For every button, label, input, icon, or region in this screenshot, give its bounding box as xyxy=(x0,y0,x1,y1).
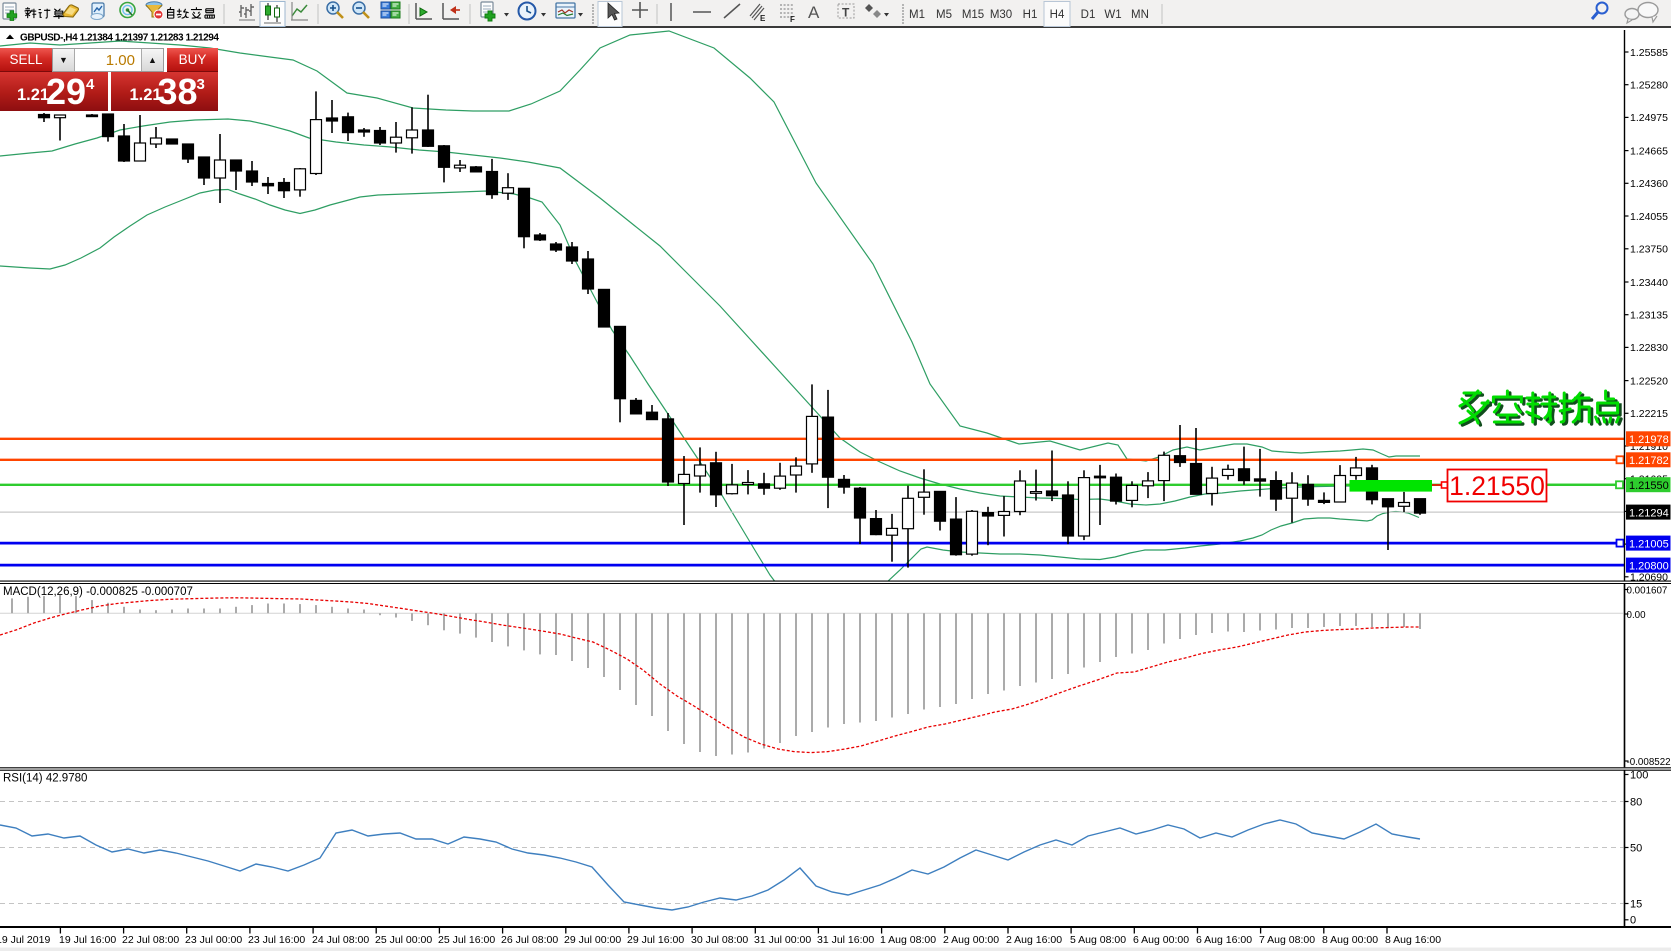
svg-text:M15: M15 xyxy=(962,9,984,21)
svg-text:W1: W1 xyxy=(1104,9,1121,21)
svg-text:E: E xyxy=(760,14,766,23)
svg-text:M30: M30 xyxy=(990,9,1012,21)
svg-text:0.00: 0.00 xyxy=(1627,610,1647,621)
svg-text:31 Jul 00:00: 31 Jul 00:00 xyxy=(754,934,811,946)
svg-text:24 Jul 08:00: 24 Jul 08:00 xyxy=(312,934,369,946)
svg-text:M5: M5 xyxy=(936,9,952,21)
svg-text:26 Jul 08:00: 26 Jul 08:00 xyxy=(501,934,558,946)
svg-text:A: A xyxy=(808,3,820,22)
svg-text:2 Aug 16:00: 2 Aug 16:00 xyxy=(1006,934,1062,946)
svg-text:19 Jul 16:00: 19 Jul 16:00 xyxy=(59,934,116,946)
svg-text:1.21005: 1.21005 xyxy=(1629,538,1669,550)
svg-text:29 Jul 00:00: 29 Jul 00:00 xyxy=(564,934,621,946)
svg-text:80: 80 xyxy=(1630,796,1642,808)
svg-text:1.24360: 1.24360 xyxy=(1630,178,1668,190)
svg-text:25 Jul 00:00: 25 Jul 00:00 xyxy=(375,934,432,946)
svg-text:H1: H1 xyxy=(1023,9,1038,21)
svg-text:31 Jul 16:00: 31 Jul 16:00 xyxy=(817,934,874,946)
svg-text:1.22520: 1.22520 xyxy=(1630,375,1668,387)
svg-text:8 Aug 00:00: 8 Aug 00:00 xyxy=(1322,934,1378,946)
svg-text:1.23440: 1.23440 xyxy=(1630,277,1668,289)
svg-text:D1: D1 xyxy=(1081,9,1096,21)
svg-text:MN: MN xyxy=(1131,9,1149,21)
svg-text:1.25280: 1.25280 xyxy=(1630,80,1668,92)
svg-text:19 Jul 2019: 19 Jul 2019 xyxy=(0,934,50,946)
svg-text:1.23135: 1.23135 xyxy=(1630,310,1668,322)
svg-text:1.24055: 1.24055 xyxy=(1630,211,1668,223)
svg-text:MACD(12,26,9) -0.000825 -0.000: MACD(12,26,9) -0.000825 -0.000707 xyxy=(3,586,193,598)
svg-text:1.21978: 1.21978 xyxy=(1629,434,1669,446)
svg-text:25 Jul 16:00: 25 Jul 16:00 xyxy=(438,934,495,946)
svg-text:50: 50 xyxy=(1630,842,1642,854)
svg-text:1.21550: 1.21550 xyxy=(1449,471,1545,501)
svg-text:6 Aug 00:00: 6 Aug 00:00 xyxy=(1133,934,1189,946)
svg-text:5 Aug 08:00: 5 Aug 08:00 xyxy=(1070,934,1126,946)
svg-text:6 Aug 16:00: 6 Aug 16:00 xyxy=(1196,934,1252,946)
svg-text:15: 15 xyxy=(1630,898,1642,910)
svg-text:T: T xyxy=(842,6,850,20)
svg-text:0.001607: 0.001607 xyxy=(1627,585,1668,596)
svg-text:GBPUSD-,H4 1.21384 1.21397 1.: GBPUSD-,H4 1.21384 1.21397 1.21283 1.212… xyxy=(20,33,219,44)
svg-text:0: 0 xyxy=(1630,915,1636,927)
svg-text:F: F xyxy=(790,15,795,24)
svg-text:8 Aug 16:00: 8 Aug 16:00 xyxy=(1385,934,1441,946)
svg-text:1.25585: 1.25585 xyxy=(1630,47,1668,59)
svg-text:7 Aug 08:00: 7 Aug 08:00 xyxy=(1259,934,1315,946)
svg-text:1.21550: 1.21550 xyxy=(1629,480,1669,492)
svg-text:1.23750: 1.23750 xyxy=(1630,244,1668,256)
svg-text:M1: M1 xyxy=(909,9,925,21)
svg-text:30 Jul 08:00: 30 Jul 08:00 xyxy=(691,934,748,946)
svg-text:1.21294: 1.21294 xyxy=(1629,507,1669,519)
svg-text:2 Aug 00:00: 2 Aug 00:00 xyxy=(943,934,999,946)
svg-text:H4: H4 xyxy=(1050,9,1065,21)
svg-text:23 Jul 00:00: 23 Jul 00:00 xyxy=(185,934,242,946)
svg-text:RSI(14) 42.9780: RSI(14) 42.9780 xyxy=(3,773,87,785)
svg-text:-0.008522: -0.008522 xyxy=(1627,757,1671,768)
svg-text:1.21782: 1.21782 xyxy=(1629,455,1669,467)
svg-text:100: 100 xyxy=(1630,769,1648,781)
svg-text:1.22215: 1.22215 xyxy=(1630,408,1668,420)
svg-text:1.22830: 1.22830 xyxy=(1630,342,1668,354)
svg-text:23 Jul 16:00: 23 Jul 16:00 xyxy=(248,934,305,946)
svg-text:22 Jul 08:00: 22 Jul 08:00 xyxy=(122,934,179,946)
svg-text:1 Aug 08:00: 1 Aug 08:00 xyxy=(880,934,936,946)
svg-text:1.20800: 1.20800 xyxy=(1629,560,1669,572)
svg-text:29 Jul 16:00: 29 Jul 16:00 xyxy=(627,934,684,946)
svg-text:1.24975: 1.24975 xyxy=(1630,112,1668,124)
svg-text:1.24665: 1.24665 xyxy=(1630,145,1668,157)
